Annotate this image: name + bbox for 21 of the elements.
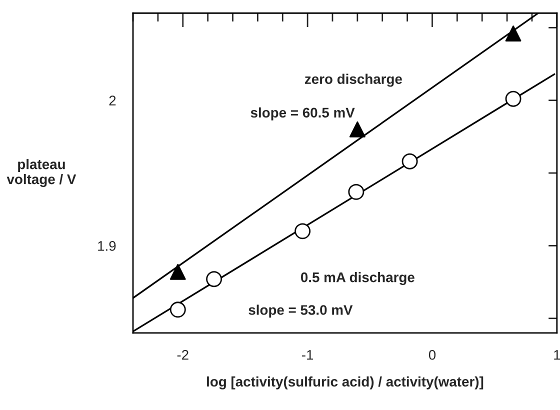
x-tick-label: 0 — [428, 350, 436, 360]
point — [348, 184, 364, 200]
x-tick-label: -1 — [302, 350, 314, 360]
annotation: slope = 60.5 mV — [250, 107, 355, 120]
point — [505, 90, 522, 107]
point — [349, 121, 366, 138]
point — [294, 223, 311, 240]
y-tick-label: 1.9 — [98, 241, 116, 251]
annotation: 0.5 mA discharge — [300, 272, 414, 286]
point — [206, 271, 222, 288]
annotation: zero discharge — [304, 74, 402, 87]
point — [402, 153, 418, 170]
annotation: slope = 53.0 mV — [248, 304, 353, 318]
x-tick-label: 1 — [554, 350, 560, 360]
point — [170, 302, 186, 318]
x-tick-label: -2 — [177, 350, 188, 360]
point — [170, 264, 186, 280]
x-axis-title: log [activity(sulfuric acid) / activity(water)] — [207, 376, 484, 390]
y-tick-label: 2 — [109, 96, 116, 106]
y-axis-title: plateau voltage / V — [6, 159, 76, 188]
point — [505, 25, 522, 42]
